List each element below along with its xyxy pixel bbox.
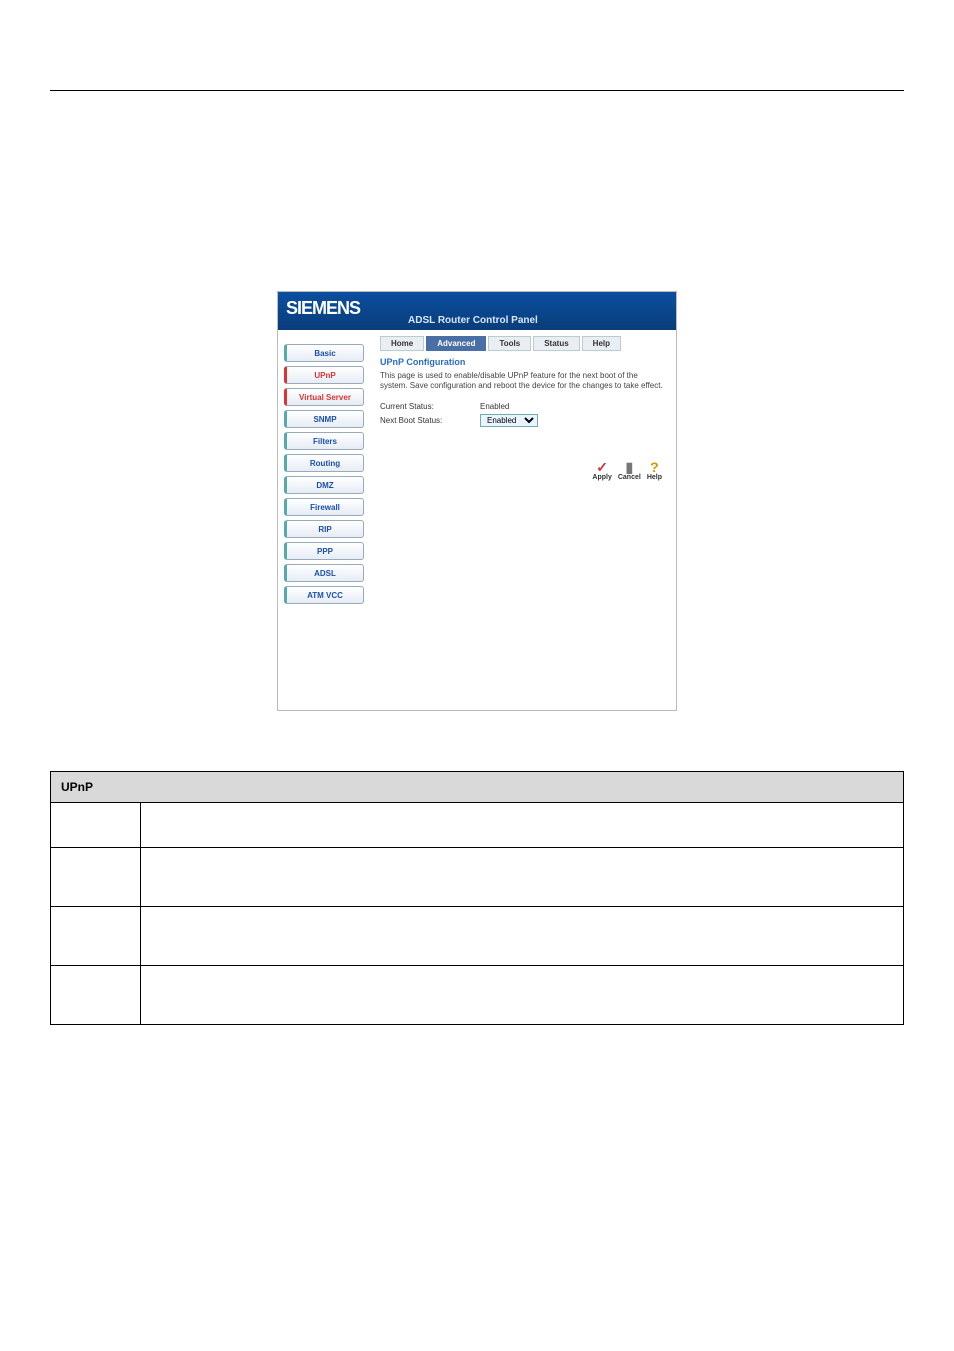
value-current-status: Enabled (480, 402, 509, 411)
help-button[interactable]: ? Help (647, 460, 662, 481)
upnp-table: UPnP (50, 771, 904, 1025)
router-screenshot: SIEMENS ADSL Router Control Panel Basic … (277, 291, 677, 711)
page-root: SIEMENS ADSL Router Control Panel Basic … (0, 90, 954, 1065)
tab-help[interactable]: Help (582, 336, 621, 351)
label-next-boot: Next Boot Status: (380, 416, 480, 425)
top-tabs: Home Advanced Tools Status Help (380, 336, 666, 351)
banner-title: ADSL Router Control Panel (408, 315, 538, 326)
table-row (51, 966, 904, 1025)
banner: SIEMENS ADSL Router Control Panel (278, 292, 676, 330)
action-bar: ✓ Apply ▮ Cancel ? Help (592, 460, 662, 481)
cancel-button[interactable]: ▮ Cancel (618, 460, 641, 481)
tab-home[interactable]: Home (380, 336, 424, 351)
sidebar-item-atm-vcc[interactable]: ATM VCC (284, 586, 364, 604)
table-row (51, 907, 904, 966)
select-next-boot[interactable]: Enabled Disabled (480, 414, 538, 427)
table-cell-desc (141, 966, 904, 1025)
help-icon: ? (647, 460, 662, 474)
sidebar-item-virtual-server[interactable]: Virtual Server (284, 388, 364, 406)
sidebar-item-dmz[interactable]: DMZ (284, 476, 364, 494)
sidebar-item-snmp[interactable]: SNMP (284, 410, 364, 428)
panel-body: Basic UPnP Virtual Server SNMP Filters R… (278, 330, 676, 710)
sidebar: Basic UPnP Virtual Server SNMP Filters R… (278, 330, 370, 710)
row-next-boot: Next Boot Status: Enabled Disabled (380, 414, 666, 427)
table-header-row: UPnP (51, 772, 904, 803)
upnp-table-wrap: UPnP (50, 771, 904, 1025)
label-current-status: Current Status: (380, 402, 480, 411)
page-rule (50, 90, 904, 91)
tab-tools[interactable]: Tools (488, 336, 531, 351)
apply-label: Apply (592, 474, 611, 481)
row-current-status: Current Status: Enabled (380, 402, 666, 411)
sidebar-item-basic[interactable]: Basic (284, 344, 364, 362)
sidebar-item-firewall[interactable]: Firewall (284, 498, 364, 516)
table-cell-field (51, 907, 141, 966)
sidebar-item-filters[interactable]: Filters (284, 432, 364, 450)
section-title: UPnP Configuration (380, 357, 666, 367)
apply-button[interactable]: ✓ Apply (592, 460, 611, 481)
brand-logo: SIEMENS (286, 298, 360, 319)
sidebar-item-upnp[interactable]: UPnP (284, 366, 364, 384)
sidebar-item-ppp[interactable]: PPP (284, 542, 364, 560)
table-row (51, 848, 904, 907)
help-label: Help (647, 474, 662, 481)
table-cell-desc (141, 907, 904, 966)
table-cell-field (51, 848, 141, 907)
content-area: Home Advanced Tools Status Help UPnP Con… (370, 330, 676, 710)
sidebar-item-adsl[interactable]: ADSL (284, 564, 364, 582)
table-cell-desc (141, 803, 904, 848)
cancel-label: Cancel (618, 474, 641, 481)
table-cell-field (51, 803, 141, 848)
table-cell-desc (141, 848, 904, 907)
tab-status[interactable]: Status (533, 336, 579, 351)
router-panel: SIEMENS ADSL Router Control Panel Basic … (277, 291, 677, 711)
table-header: UPnP (51, 772, 904, 803)
sidebar-item-routing[interactable]: Routing (284, 454, 364, 472)
apply-icon: ✓ (592, 460, 611, 474)
table-row (51, 803, 904, 848)
tab-advanced[interactable]: Advanced (426, 336, 486, 351)
sidebar-item-rip[interactable]: RIP (284, 520, 364, 538)
table-cell-field (51, 966, 141, 1025)
section-desc: This page is used to enable/disable UPnP… (380, 371, 666, 392)
cancel-icon: ▮ (618, 460, 641, 474)
